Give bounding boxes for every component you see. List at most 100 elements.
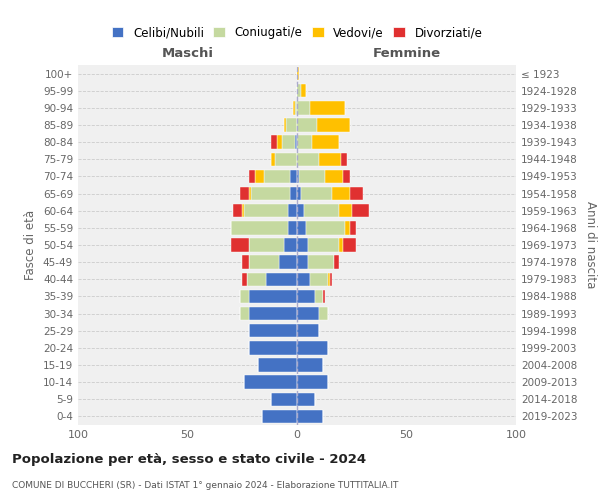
Bar — [343, 170, 350, 183]
Bar — [251, 187, 290, 200]
Bar — [297, 410, 323, 423]
Bar — [352, 204, 369, 218]
Bar — [341, 152, 347, 166]
Bar — [249, 341, 297, 354]
Bar — [297, 290, 314, 303]
Bar — [297, 84, 301, 98]
Bar — [281, 136, 295, 149]
Bar — [310, 272, 328, 286]
Bar — [249, 170, 256, 183]
Bar — [293, 101, 295, 114]
Text: COMUNE DI BUCCHERI (SR) - Dati ISTAT 1° gennaio 2024 - Elaborazione TUTTITALIA.I: COMUNE DI BUCCHERI (SR) - Dati ISTAT 1° … — [12, 481, 398, 490]
Bar — [338, 204, 352, 218]
Bar — [297, 187, 301, 200]
Bar — [350, 221, 356, 234]
Bar — [319, 152, 341, 166]
Bar — [290, 170, 297, 183]
Bar — [271, 392, 297, 406]
Bar — [338, 238, 343, 252]
Bar — [266, 272, 297, 286]
Bar — [297, 101, 310, 114]
Bar — [323, 290, 325, 303]
Bar — [301, 187, 332, 200]
Bar — [257, 358, 297, 372]
Bar — [297, 67, 299, 80]
Bar — [242, 256, 249, 269]
Bar — [310, 101, 345, 114]
Bar — [244, 204, 288, 218]
Bar — [313, 136, 338, 149]
Bar — [343, 238, 356, 252]
Bar — [240, 187, 249, 200]
Bar — [249, 256, 280, 269]
Bar — [297, 272, 310, 286]
Bar — [240, 307, 249, 320]
Bar — [290, 187, 297, 200]
Bar — [297, 118, 317, 132]
Bar — [317, 118, 350, 132]
Bar — [325, 170, 343, 183]
Bar — [297, 358, 323, 372]
Bar — [249, 307, 297, 320]
Bar — [297, 341, 328, 354]
Bar — [288, 204, 297, 218]
Bar — [275, 152, 297, 166]
Bar — [284, 238, 297, 252]
Bar — [345, 221, 350, 234]
Y-axis label: Anni di nascita: Anni di nascita — [584, 202, 597, 288]
Bar — [232, 221, 288, 234]
Bar — [249, 187, 251, 200]
Bar — [304, 204, 338, 218]
Bar — [297, 152, 319, 166]
Text: Popolazione per età, sesso e stato civile - 2024: Popolazione per età, sesso e stato civil… — [12, 452, 366, 466]
Text: Femmine: Femmine — [373, 46, 440, 60]
Bar — [232, 238, 249, 252]
Bar — [280, 256, 297, 269]
Bar — [244, 376, 297, 389]
Bar — [295, 101, 297, 114]
Bar — [264, 170, 290, 183]
Bar — [308, 256, 334, 269]
Bar — [328, 272, 330, 286]
Bar — [242, 272, 247, 286]
Bar — [350, 187, 362, 200]
Bar — [297, 136, 313, 149]
Bar — [297, 307, 319, 320]
Bar — [242, 204, 244, 218]
Bar — [271, 136, 277, 149]
Bar — [299, 170, 325, 183]
Bar — [297, 376, 328, 389]
Bar — [332, 187, 350, 200]
Bar — [288, 221, 297, 234]
Bar — [334, 256, 338, 269]
Bar — [249, 324, 297, 338]
Y-axis label: Fasce di età: Fasce di età — [25, 210, 37, 280]
Bar — [249, 238, 284, 252]
Bar — [308, 238, 338, 252]
Bar — [297, 170, 299, 183]
Bar — [256, 170, 264, 183]
Bar — [301, 84, 306, 98]
Bar — [297, 256, 308, 269]
Bar — [297, 392, 314, 406]
Bar — [262, 410, 297, 423]
Bar — [249, 290, 297, 303]
Bar — [297, 324, 319, 338]
Bar — [295, 136, 297, 149]
Bar — [306, 221, 345, 234]
Legend: Celibi/Nubili, Coniugati/e, Vedovi/e, Divorziati/e: Celibi/Nubili, Coniugati/e, Vedovi/e, Di… — [109, 24, 485, 42]
Bar — [297, 204, 304, 218]
Bar — [286, 118, 297, 132]
Text: Maschi: Maschi — [161, 46, 214, 60]
Bar — [319, 307, 328, 320]
Bar — [240, 290, 249, 303]
Bar — [284, 118, 286, 132]
Bar — [247, 272, 266, 286]
Bar — [233, 204, 242, 218]
Bar — [330, 272, 332, 286]
Bar — [271, 152, 275, 166]
Bar — [297, 238, 308, 252]
Bar — [314, 290, 323, 303]
Bar — [277, 136, 281, 149]
Bar — [297, 221, 306, 234]
